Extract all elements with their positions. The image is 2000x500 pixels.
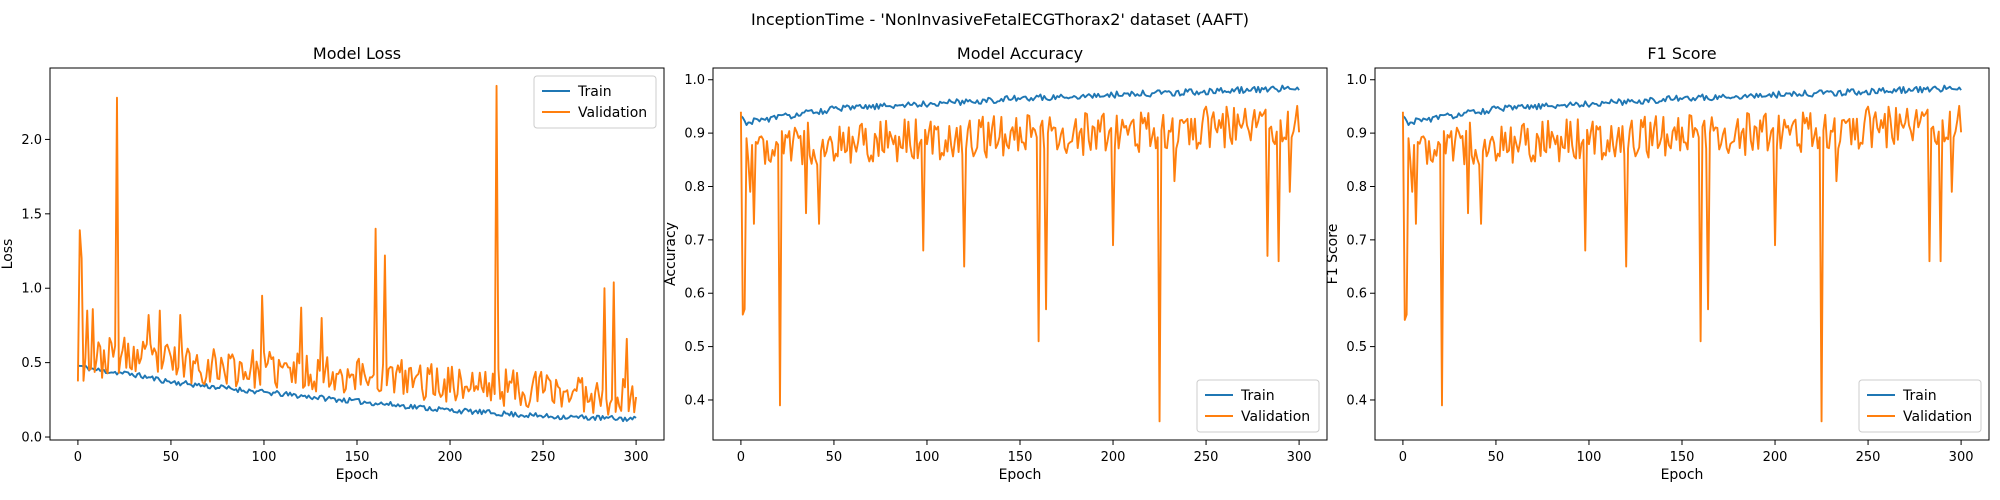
f1-ytick-label: 1.0 <box>1346 73 1367 88</box>
f1-legend: Train Validation <box>1858 379 1982 433</box>
f1-xtick-label: 50 <box>1488 450 1505 465</box>
loss-plot-area <box>76 84 638 423</box>
f1-plot-area <box>1401 84 1963 423</box>
loss-ytick-label: 0.5 <box>21 356 42 371</box>
accuracy-xtick-label: 0 <box>737 450 745 465</box>
f1-xtick-label: 100 <box>1577 450 1602 465</box>
f1-ylabel: F1 Score <box>1325 224 1341 285</box>
subplot-loss: Model Loss 0 50 100 150 200 250 300 0.0 0.5 1.0 1.5… <box>0 44 665 483</box>
accuracy-ytick-label: 0.8 <box>684 180 705 195</box>
subplots: Model Loss 0 50 100 150 200 250 300 0.0 0.5 1.0 1.5… <box>0 44 1990 483</box>
loss-title: Model Loss <box>313 44 401 63</box>
loss-xtick-label: 0 <box>74 450 82 465</box>
accuracy-legend-box <box>1196 379 1320 433</box>
loss-xlabel: Epoch <box>336 467 379 483</box>
f1-ytick-label: 0.6 <box>1346 287 1367 302</box>
loss-legend-label-validation: Validation <box>578 105 647 121</box>
loss-legend-box <box>533 75 657 129</box>
loss-legend-label-train: Train <box>577 84 612 100</box>
accuracy-xtick-label: 200 <box>1101 450 1126 465</box>
loss-xtick-label: 150 <box>345 450 370 465</box>
loss-ytick-label: 1.5 <box>21 207 42 222</box>
loss-ytick-label: 0.0 <box>21 431 42 446</box>
accuracy-legend: Train Validation <box>1196 379 1320 433</box>
accuracy-series-validation-line <box>739 104 1301 423</box>
accuracy-legend-label-train: Train <box>1240 388 1275 404</box>
loss-xtick-label: 250 <box>531 450 556 465</box>
loss-series-validation-line <box>76 84 638 416</box>
f1-ytick-label: 0.8 <box>1346 180 1367 195</box>
f1-xtick-label: 200 <box>1763 450 1788 465</box>
f1-ytick-label: 0.4 <box>1346 393 1367 408</box>
subplot-accuracy: Model Accuracy 0 50 100 150 200 250 300 0.4 0.5 0.… <box>663 44 1328 483</box>
accuracy-title: Model Accuracy <box>957 44 1083 63</box>
f1-series-validation-line <box>1401 104 1963 423</box>
loss-ylabel: Loss <box>0 239 16 270</box>
figure-suptitle: InceptionTime - 'NonInvasiveFetalECGThor… <box>751 10 1249 29</box>
loss-ytick-label: 1.0 <box>21 282 42 297</box>
f1-ytick-label: 0.7 <box>1346 233 1367 248</box>
f1-ytick-label: 0.5 <box>1346 340 1367 355</box>
accuracy-xtick-label: 300 <box>1287 450 1312 465</box>
f1-xtick-label: 150 <box>1670 450 1695 465</box>
loss-ytick-label: 2.0 <box>21 133 42 148</box>
accuracy-xtick-label: 100 <box>915 450 940 465</box>
loss-xtick-label: 300 <box>624 450 649 465</box>
accuracy-ytick-label: 0.5 <box>684 340 705 355</box>
loss-xtick-label: 50 <box>163 450 180 465</box>
accuracy-ytick-label: 0.9 <box>684 127 705 142</box>
f1-legend-label-train: Train <box>1902 388 1937 404</box>
accuracy-legend-label-validation: Validation <box>1241 409 1310 425</box>
accuracy-ytick-label: 0.6 <box>684 287 705 302</box>
accuracy-ytick-label: 0.7 <box>684 233 705 248</box>
accuracy-xtick-label: 150 <box>1008 450 1033 465</box>
accuracy-series-train-line <box>740 84 1300 126</box>
f1-legend-label-validation: Validation <box>1903 409 1972 425</box>
accuracy-xlabel: Epoch <box>999 467 1042 483</box>
loss-xtick-label: 200 <box>438 450 463 465</box>
f1-xtick-label: 300 <box>1949 450 1974 465</box>
loss-xtick-label: 100 <box>252 450 277 465</box>
loss-series-train-line <box>77 364 637 423</box>
subplot-f1: F1 Score 0 50 100 150 200 250 300 0.4 0.5 0.6 0.7 0.… <box>1325 44 1990 483</box>
f1-ytick-label: 0.9 <box>1346 127 1367 142</box>
loss-legend: Train Validation <box>533 75 657 129</box>
accuracy-xtick-label: 250 <box>1194 450 1219 465</box>
accuracy-ylabel: Accuracy <box>663 222 679 286</box>
accuracy-ytick-label: 0.4 <box>684 393 705 408</box>
f1-xlabel: Epoch <box>1661 467 1704 483</box>
accuracy-ytick-label: 1.0 <box>684 73 705 88</box>
accuracy-xtick-label: 50 <box>826 450 843 465</box>
f1-title: F1 Score <box>1647 44 1716 63</box>
f1-xtick-label: 250 <box>1856 450 1881 465</box>
f1-series-train-line <box>1402 84 1962 126</box>
f1-xtick-label: 0 <box>1399 450 1407 465</box>
accuracy-plot-area <box>739 84 1301 423</box>
f1-legend-box <box>1858 379 1982 433</box>
